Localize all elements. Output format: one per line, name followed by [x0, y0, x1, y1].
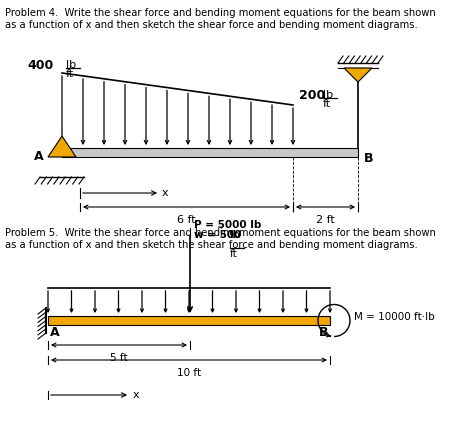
Text: 6 ft: 6 ft [177, 215, 196, 225]
Text: x: x [162, 188, 169, 198]
Polygon shape [48, 136, 76, 157]
Text: P = 5000 lb: P = 5000 lb [194, 220, 261, 230]
Text: lb: lb [66, 60, 76, 70]
Text: ft: ft [323, 99, 331, 109]
Text: M = 10000 ft·lb: M = 10000 ft·lb [354, 311, 435, 321]
Text: Problem 5.  Write the shear force and bending moment equations for the beam show: Problem 5. Write the shear force and ben… [5, 228, 436, 250]
Text: A: A [35, 150, 44, 163]
Text: lb: lb [230, 230, 240, 240]
Polygon shape [344, 68, 372, 82]
Text: w = 500: w = 500 [194, 230, 241, 240]
Text: 200: 200 [299, 89, 325, 102]
Text: A: A [50, 326, 60, 339]
Bar [62, 148, 358, 157]
Bar [48, 316, 330, 325]
Text: ft: ft [66, 69, 74, 79]
Text: 5 ft: 5 ft [110, 353, 128, 363]
Text: B: B [364, 152, 374, 165]
Text: lb: lb [323, 90, 333, 100]
Text: B: B [319, 326, 328, 339]
Text: 10 ft: 10 ft [177, 368, 201, 378]
Text: Problem 4.  Write the shear force and bending moment equations for the beam show: Problem 4. Write the shear force and ben… [5, 8, 436, 30]
Text: 2 ft: 2 ft [316, 215, 335, 225]
Text: x: x [133, 390, 140, 400]
Text: 400: 400 [28, 59, 54, 72]
Text: ft: ft [230, 249, 238, 259]
